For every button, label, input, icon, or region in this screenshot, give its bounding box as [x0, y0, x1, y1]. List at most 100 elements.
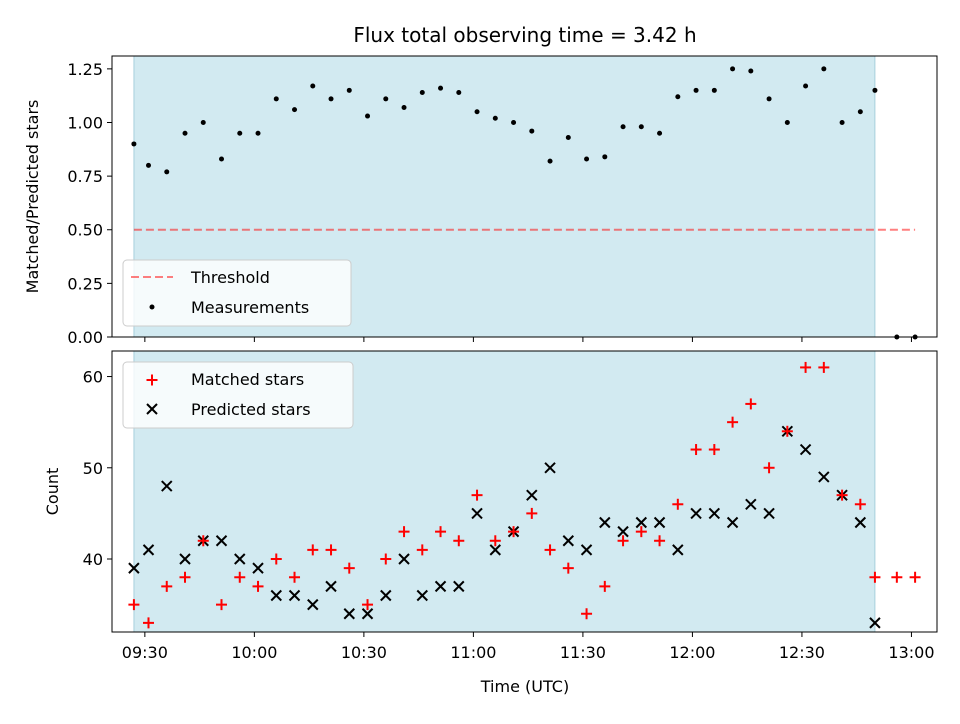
legend-plus-glyph — [146, 374, 158, 386]
predicted-point — [869, 617, 881, 629]
legend-x-glyph-b — [146, 403, 158, 415]
top-axes-frame — [111, 55, 938, 338]
predicted-point-b — [726, 516, 739, 529]
matched-point — [581, 608, 593, 620]
predicted-point-b — [453, 580, 465, 593]
predicted-point — [544, 462, 556, 474]
top-legend: Threshold Measurements — [122, 259, 352, 327]
x-axis-label: Time (UTC) — [480, 677, 569, 696]
predicted-point-b — [288, 589, 301, 602]
predicted-point-b — [653, 516, 666, 529]
matched-point — [800, 361, 812, 373]
predicted-point-b — [799, 443, 812, 456]
predicted-point-b — [690, 507, 702, 520]
predicted-point — [854, 516, 867, 529]
matched-point — [489, 535, 501, 547]
predicted-point-b — [270, 589, 282, 602]
predicted-point — [325, 580, 337, 593]
measurement-point — [456, 89, 462, 95]
measurement-point — [730, 66, 736, 72]
legend-predicted-label: Predicted stars — [191, 400, 311, 419]
measurement-point — [620, 124, 626, 130]
legend-matched-marker — [146, 374, 158, 386]
chart-title: Flux total observing time = 3.42 h — [353, 23, 696, 47]
matched-point — [781, 425, 793, 437]
predicted-point — [434, 580, 447, 593]
predicted-point — [215, 535, 228, 547]
predicted-point-b — [763, 507, 775, 520]
matched-point — [727, 416, 739, 428]
legend-predicted-marker — [146, 403, 158, 415]
predicted-point-b — [818, 471, 830, 483]
legend-measurement-marker — [149, 304, 155, 310]
predicted-point — [526, 489, 538, 501]
predicted-point-b — [434, 580, 447, 593]
matched-point — [654, 535, 666, 547]
predicted-point-b — [489, 544, 502, 556]
predicted-point-b — [526, 489, 538, 501]
predicted-point-b — [854, 516, 867, 529]
matched-point — [289, 571, 301, 583]
measurement-point — [839, 119, 845, 125]
matched-point — [197, 535, 209, 547]
measurement-point — [219, 156, 225, 162]
predicted-point — [161, 480, 173, 492]
matched-point — [708, 444, 720, 456]
measurement-point — [328, 96, 334, 102]
legend-x-glyph — [146, 403, 158, 415]
predicted-point-b — [617, 525, 629, 538]
legend-measurement-label: Measurements — [191, 298, 309, 317]
predicted-point-b — [562, 535, 575, 547]
predicted-point — [599, 516, 611, 529]
matched-point — [179, 571, 191, 583]
matched-point — [128, 599, 140, 611]
measurement-point — [565, 135, 571, 141]
measurement-point — [711, 87, 717, 93]
predicted-point-b — [343, 608, 355, 620]
predicted-point — [708, 507, 721, 520]
predicted-point — [489, 544, 502, 556]
predicted-point — [726, 516, 739, 529]
matched-point — [891, 571, 903, 583]
measurement-point — [638, 124, 644, 130]
measurement-point — [675, 94, 681, 100]
predicted-point-b — [380, 589, 392, 602]
matched-point — [836, 489, 848, 501]
predicted-point — [453, 580, 465, 593]
measurement-point — [182, 130, 188, 136]
matched-point — [745, 398, 757, 410]
predicted-point-b — [635, 516, 648, 529]
matched-point — [526, 507, 538, 519]
legend-threshold-label: Threshold — [190, 268, 270, 287]
matched-point — [909, 571, 921, 583]
measurement-point — [273, 96, 279, 102]
measurement-point — [584, 156, 590, 162]
predicted-point — [361, 608, 374, 620]
measurement-point — [146, 162, 152, 168]
matched-point — [617, 535, 629, 547]
predicted-point — [799, 443, 812, 456]
measurement-point — [748, 68, 754, 74]
matched-point — [398, 526, 410, 538]
matched-point — [416, 544, 428, 556]
measurement-point — [200, 119, 206, 125]
matched-point — [562, 562, 574, 574]
matched-point — [234, 571, 246, 583]
measurement-point — [131, 141, 137, 147]
predicted-point-b — [325, 580, 337, 593]
matched-point — [635, 526, 647, 538]
predicted-point — [763, 507, 775, 520]
measurement-point — [821, 66, 827, 72]
predicted-point — [142, 544, 155, 556]
y-tick-label: 1.25 — [67, 60, 103, 79]
matched-point — [854, 498, 866, 510]
matched-point — [325, 544, 337, 556]
x-tick-label: 11:00 — [450, 643, 496, 662]
measurement-point — [237, 130, 243, 136]
bottom-points — [128, 361, 921, 629]
x-tick-label: 12:30 — [779, 643, 825, 662]
matched-point — [343, 562, 355, 574]
measurement-point — [401, 104, 407, 110]
measurement-point — [693, 87, 699, 93]
